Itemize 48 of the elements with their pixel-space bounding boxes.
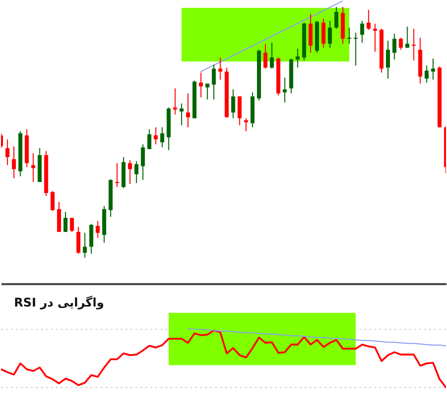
candlestick xyxy=(354,32,358,66)
candlestick xyxy=(198,72,203,98)
candlestick xyxy=(373,23,378,52)
candlestick xyxy=(431,58,436,80)
chart-title: واگرایی در RSI xyxy=(14,296,104,310)
candlestick xyxy=(424,65,429,84)
candlestick xyxy=(186,92,190,128)
candlestick xyxy=(160,126,164,148)
candlestick xyxy=(270,42,274,70)
candlestick xyxy=(405,26,410,48)
candlestick xyxy=(154,126,158,145)
candlestick xyxy=(334,6,338,30)
candlestick xyxy=(398,37,403,50)
candlestick xyxy=(82,232,87,258)
candlestick xyxy=(412,28,416,62)
candlestick xyxy=(386,40,390,80)
candlestick xyxy=(70,217,74,232)
candlestick xyxy=(57,202,62,232)
candlestick xyxy=(76,226,80,254)
candlestick xyxy=(282,77,287,103)
candlestick xyxy=(64,211,68,232)
candlestick xyxy=(96,220,100,238)
candlestick xyxy=(360,20,364,44)
candlestick xyxy=(115,162,120,188)
candlestick xyxy=(12,146,16,179)
candlestick xyxy=(89,223,94,254)
candlestick xyxy=(231,88,236,119)
candlestick xyxy=(321,18,326,48)
candlestick xyxy=(128,160,132,184)
candlestick xyxy=(328,20,332,48)
candlestick xyxy=(238,96,242,126)
candlestick xyxy=(392,33,396,60)
candlestick xyxy=(308,13,313,54)
candlestick xyxy=(296,48,300,68)
candlestick xyxy=(205,83,210,100)
candlestick xyxy=(347,27,352,44)
candlestick xyxy=(180,102,184,126)
candlestick xyxy=(140,144,145,180)
candlestick xyxy=(244,118,248,132)
candlestick xyxy=(134,160,138,184)
candlestick xyxy=(147,128,152,150)
candlestick xyxy=(212,64,216,100)
candlestick xyxy=(5,138,10,166)
candlestick xyxy=(50,190,55,212)
candlestick xyxy=(366,9,371,30)
candlestick xyxy=(263,43,268,70)
candlestick xyxy=(218,57,222,80)
candlestick xyxy=(173,88,178,115)
